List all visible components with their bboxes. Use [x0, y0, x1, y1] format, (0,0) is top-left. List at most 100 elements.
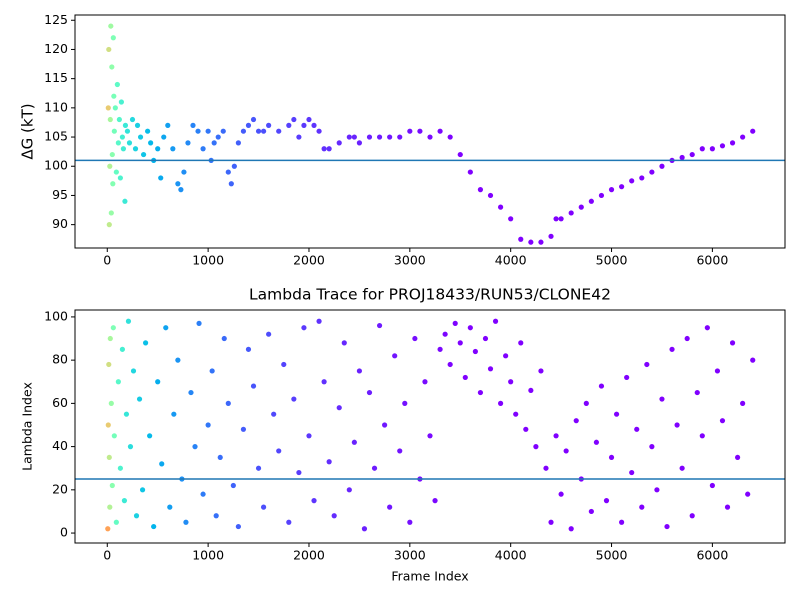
point: [209, 368, 215, 374]
point: [412, 335, 418, 342]
point: [106, 222, 112, 228]
point: [120, 146, 127, 152]
point: [331, 513, 337, 519]
point: [654, 487, 660, 493]
point: [533, 444, 539, 450]
x-tick-label: 5000: [596, 253, 628, 268]
point: [452, 320, 458, 327]
point: [109, 151, 115, 158]
point: [689, 151, 695, 158]
point: [497, 204, 504, 210]
point: [108, 210, 114, 216]
point: [122, 122, 129, 128]
point: [119, 134, 126, 140]
y-tick-label: 0: [60, 525, 68, 540]
point: [111, 433, 117, 439]
point: [106, 454, 112, 461]
point: [366, 134, 373, 140]
x-tick-label: 4000: [495, 548, 527, 563]
point: [689, 513, 695, 519]
point: [598, 383, 605, 389]
point: [250, 383, 257, 389]
point: [467, 325, 473, 331]
point: [108, 23, 114, 29]
point: [185, 140, 191, 146]
point: [115, 379, 121, 385]
y-tick-label: 105: [44, 129, 68, 144]
point: [467, 169, 473, 175]
point: [729, 340, 736, 346]
point: [163, 325, 169, 331]
point: [108, 400, 114, 406]
point: [113, 169, 119, 175]
x-axis-label: Frame Index: [391, 569, 468, 584]
point: [147, 433, 153, 439]
point: [392, 353, 398, 359]
point: [371, 465, 378, 471]
point: [111, 93, 117, 99]
point: [245, 346, 252, 352]
point: [240, 128, 247, 134]
point: [260, 128, 267, 134]
point: [528, 239, 534, 245]
point: [110, 181, 116, 187]
point: [175, 357, 181, 363]
point: [719, 418, 726, 424]
point: [106, 46, 112, 53]
point: [376, 134, 383, 140]
point: [266, 122, 272, 128]
point: [503, 353, 509, 359]
point: [137, 134, 144, 140]
x-tick-label: 1000: [192, 253, 224, 268]
point: [155, 379, 161, 385]
point: [240, 426, 247, 432]
point: [133, 513, 140, 519]
point: [447, 134, 453, 140]
point: [127, 444, 134, 450]
point: [161, 134, 167, 140]
point: [508, 379, 514, 385]
point: [624, 374, 630, 381]
x-tick-label: 0: [103, 253, 111, 268]
point: [619, 519, 625, 525]
point: [225, 169, 231, 175]
point: [221, 335, 227, 342]
point: [167, 504, 173, 510]
point: [225, 400, 231, 406]
point: [472, 348, 478, 355]
point: [130, 368, 137, 374]
point: [734, 454, 741, 461]
y-tick-label: 60: [52, 395, 68, 410]
point: [107, 116, 113, 123]
point: [200, 146, 206, 152]
y-axis-label: ΔG (kT): [19, 103, 37, 159]
point: [699, 146, 705, 152]
point: [619, 184, 625, 190]
point: [699, 433, 705, 439]
point: [119, 346, 126, 352]
point: [220, 128, 226, 134]
point: [457, 151, 463, 158]
point: [118, 99, 124, 105]
y-tick-label: 100: [44, 158, 68, 173]
point: [553, 433, 559, 439]
point: [674, 422, 680, 428]
point: [629, 469, 635, 476]
point: [402, 400, 408, 406]
point: [291, 396, 297, 402]
point: [306, 116, 312, 123]
point: [117, 465, 123, 471]
point: [121, 498, 128, 504]
point: [109, 64, 115, 70]
x-tick-label: 3000: [394, 548, 426, 563]
point: [497, 400, 504, 406]
point: [286, 122, 292, 128]
point: [151, 523, 157, 530]
point: [457, 340, 463, 346]
point: [407, 128, 413, 134]
point: [432, 498, 438, 504]
point: [588, 508, 594, 515]
point: [217, 454, 223, 461]
point: [740, 134, 746, 140]
point: [132, 146, 139, 152]
